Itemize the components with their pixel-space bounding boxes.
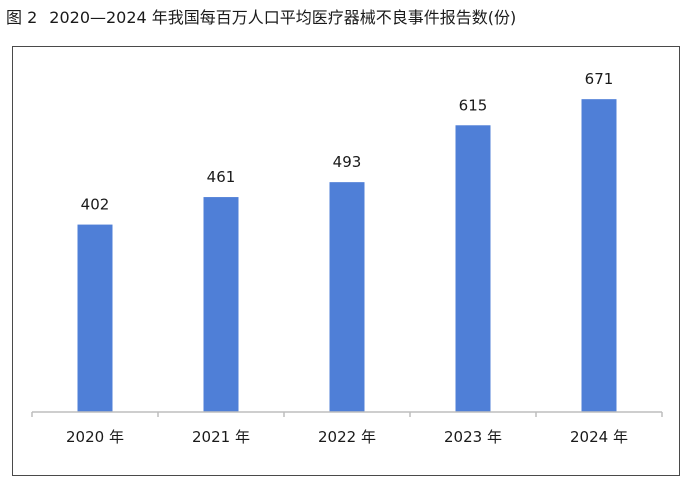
bar-5 [581,99,617,413]
x-tick-label-3: 2022 年 [318,428,376,446]
x-tick-label-2: 2021 年 [192,428,250,446]
data-label-2: 461 [207,168,236,186]
data-labels-layer: 402 461 493 615 671 [81,70,614,213]
data-label-5: 671 [585,70,614,88]
bars-layer [77,99,617,413]
data-label-3: 493 [333,153,362,171]
data-label-4: 615 [459,96,488,114]
figure-title-text: 2020—2024 年我国每百万人口平均医疗器械不良事件报告数(份) [49,8,517,27]
x-tick-label-5: 2024 年 [570,428,628,446]
x-tick-label-1: 2020 年 [66,428,124,446]
x-axis [31,411,663,417]
x-tick-labels-layer: 2020 年 2021 年 2022 年 2023 年 2024 年 [66,428,628,446]
x-tick-label-4: 2023 年 [444,428,502,446]
figure-number: 图 2 [6,8,38,27]
bar-4 [455,125,491,412]
bar-1 [77,224,113,412]
figure-title: 图 2 2020—2024 年我国每百万人口平均医疗器械不良事件报告数(份) [6,8,516,28]
bar-3 [329,182,365,412]
bar-2 [203,197,239,412]
data-label-1: 402 [81,196,110,214]
